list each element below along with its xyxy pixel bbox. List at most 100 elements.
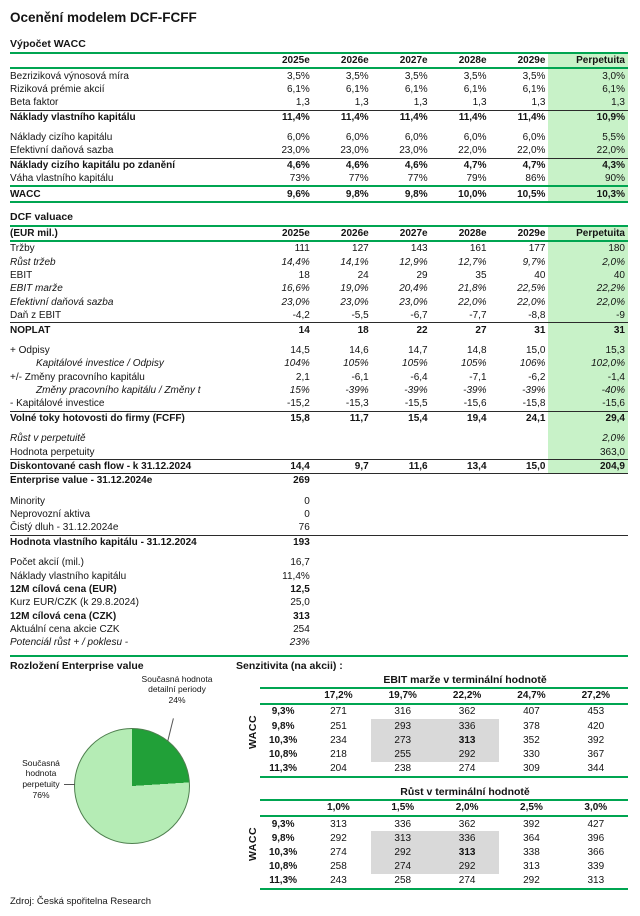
table-row: Kapitálové investice / Odpisy 104% 105% 105… <box>10 357 628 371</box>
table-row: 12M cílová cena (EUR) 12,5 <box>10 583 628 596</box>
cell: 3,5% <box>463 70 487 82</box>
sens-cell: 292 <box>330 832 347 844</box>
table-row: Náklady cizího kapitálu po zdanění 4,6% 4,… <box>10 157 628 172</box>
cell: 0 <box>304 495 310 507</box>
cell: 15,8 <box>253 410 313 425</box>
cell <box>372 596 431 609</box>
sens-cell: 313 <box>523 861 540 873</box>
table-row: Efektivní daňová sazba 23,0% 23,0% 23,0% 22,… <box>10 144 628 159</box>
cell <box>431 610 490 623</box>
cell: 11,4% <box>282 570 310 582</box>
row-label: Tržby <box>10 243 35 255</box>
cell: 15,4 <box>371 410 431 425</box>
cell: -7,1 <box>469 371 487 383</box>
cell <box>490 495 549 508</box>
sens-cell: 271 <box>330 706 347 718</box>
cell <box>313 432 372 445</box>
bottom-section: Současná hodnota detailní periody 24% So… <box>10 672 628 890</box>
cell: 18 <box>298 270 310 282</box>
bottom-headings: Rozložení Enterprise value Senzitivita (… <box>10 660 628 672</box>
cell: 2,0% <box>548 255 628 269</box>
cell: 2,0% <box>548 432 628 446</box>
cell: 11,4% <box>430 109 490 124</box>
cell <box>431 583 490 596</box>
cell <box>313 569 372 582</box>
cell <box>431 596 490 609</box>
cell <box>372 508 431 521</box>
cell: -40% <box>548 383 628 398</box>
spacer-cell <box>372 488 431 495</box>
row-label: Aktuální cena akcie CZK <box>10 624 120 636</box>
spacer-cell <box>254 124 313 131</box>
row-label: Efektivní daňová sazba <box>10 145 114 157</box>
row-label: Růst tržeb <box>10 256 56 268</box>
cell <box>313 583 372 596</box>
sens-cell: 338 <box>523 846 540 858</box>
table-row: Diskontované cash flow - k 31.12.2024 14,… <box>10 458 628 474</box>
cell: 4,6% <box>312 157 372 172</box>
cell: 6,0% <box>404 132 428 144</box>
row-label: Potenciál růst + / poklesu - <box>10 637 129 649</box>
cell: 22,0% <box>458 145 487 157</box>
column-header: 2025e <box>253 51 313 70</box>
cell: -15,2 <box>287 398 310 410</box>
cell: 22,0% <box>458 296 487 308</box>
row-label: Náklady cizího kapitálu <box>10 132 113 144</box>
cell <box>490 508 549 521</box>
cell <box>490 521 549 535</box>
cell: 4,3% <box>548 157 628 172</box>
table-row: + Odpisy 14,5 14,6 14,7 14,8 15,0 15,3 <box>10 343 628 358</box>
pie-chart <box>74 727 190 844</box>
cell: 20,4% <box>399 283 428 295</box>
cell: 35 <box>475 270 487 282</box>
row-label: Daň z EBIT <box>10 310 62 322</box>
cell: 104% <box>284 358 310 370</box>
cell: 14,4 <box>253 458 313 474</box>
column-header: 2026e <box>312 224 372 243</box>
table-row: Aktuální cena akcie CZK 254 <box>10 623 628 636</box>
sens-cell: 336 <box>434 719 500 734</box>
sens-cell: 313 <box>434 733 500 748</box>
cell: -6,4 <box>410 371 428 383</box>
sens-cell: 367 <box>587 748 605 760</box>
cell: 15,3 <box>548 343 628 358</box>
sens-cell: 204 <box>306 761 371 778</box>
row-label: Čistý dluh - 31.12.2024e <box>10 522 119 534</box>
cell: 24,1 <box>489 410 549 425</box>
spacer-cell <box>548 488 628 495</box>
cell <box>372 610 431 623</box>
cell <box>548 473 628 488</box>
cell: 143 <box>410 243 428 255</box>
cell <box>548 596 628 609</box>
table-row: - Kapitálové investice -15,2 -15,3 -15,5 -15… <box>10 397 628 412</box>
column-header: 2028e <box>430 51 490 70</box>
spacer-cell <box>10 549 254 556</box>
sens-cell: 362 <box>458 818 476 830</box>
cell <box>489 473 549 488</box>
cell: 73% <box>289 173 310 185</box>
table-row: Minority 0 <box>10 495 628 508</box>
cell: -39% <box>345 385 369 397</box>
sens-table-growth-title: Růst v terminální hodnotě <box>400 785 530 798</box>
pie-slice-perpetuity-pct: 76% <box>32 789 50 800</box>
sens-cell: 273 <box>370 733 435 748</box>
sens-header-row: 1,0% 1,5% 2,0% 2,5% 3,0% <box>260 798 628 817</box>
cell: 6,1% <box>522 83 546 95</box>
sens-cell: 255 <box>370 747 435 762</box>
wacc-table: 2025e 2026e 2027e 2028e 2029e Perpetuita Bezri… <box>10 51 628 203</box>
sens-column-header: 19,7% <box>370 686 435 705</box>
cell: -15,6 <box>548 397 628 412</box>
cell: 9,8% <box>312 185 372 203</box>
sens-cell: 344 <box>563 761 628 778</box>
cell: -6,7 <box>410 310 428 322</box>
sens-cell: 313 <box>434 845 500 860</box>
column-header: 2029e <box>489 51 549 70</box>
cell: 12,5 <box>290 583 310 595</box>
column-header: 2028e <box>430 224 490 243</box>
sens-column-header: 17,2% <box>306 686 371 705</box>
cell <box>312 534 372 549</box>
cell: 23,0% <box>399 296 428 308</box>
cell: 22,0% <box>548 144 628 159</box>
sensitivity-heading: Senzitivita (na akcii) : <box>236 659 343 672</box>
table-row: NOPLAT 14 18 22 27 31 31 <box>10 322 628 337</box>
